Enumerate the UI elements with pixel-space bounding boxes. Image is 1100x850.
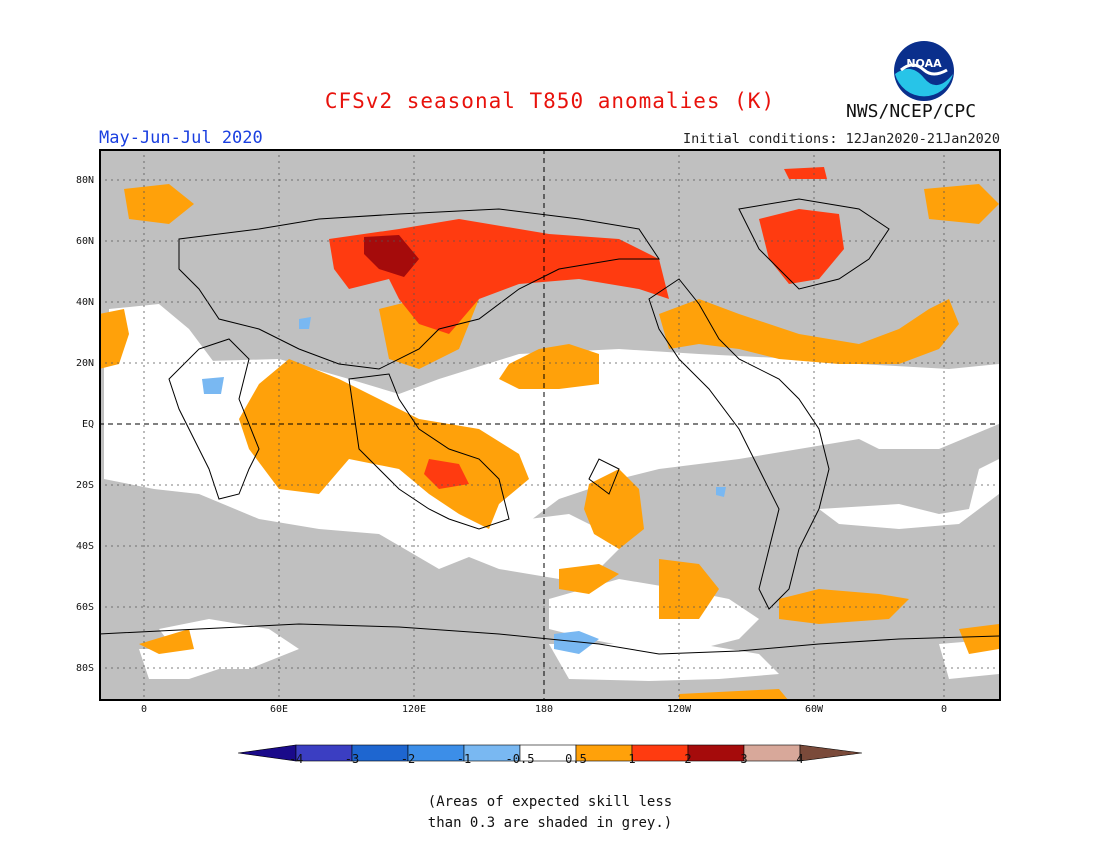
logo-lettering: NOAA bbox=[906, 57, 942, 70]
lat-label: 40S bbox=[75, 541, 94, 552]
lon-label: 120W bbox=[666, 704, 692, 715]
initial-conditions: Initial conditions: 12Jan2020-21Jan2020 bbox=[683, 131, 1000, 147]
colorbar-tick-label: -0.5 bbox=[505, 752, 535, 766]
lon-label: 0 bbox=[940, 704, 948, 715]
map-title: CFSv2 seasonal T850 anomalies (K) bbox=[324, 89, 776, 113]
lon-label: 180 bbox=[534, 704, 554, 715]
lon-label: 0 bbox=[140, 704, 148, 715]
colorbar-tick-label: -3 bbox=[344, 752, 360, 766]
colorbar-tick-label: 2 bbox=[684, 752, 692, 766]
lat-label: 60S bbox=[75, 602, 94, 613]
org-label: NWS/NCEP/CPC bbox=[846, 101, 977, 122]
lat-label: 40N bbox=[75, 297, 94, 308]
colorbar-tick-label: 3 bbox=[740, 752, 748, 766]
colorbar-tick-label: -4 bbox=[288, 752, 304, 766]
gridlines bbox=[99, 149, 1001, 701]
skill-note-line2: than 0.3 are shaded in grey.) bbox=[427, 815, 673, 831]
colorbar-tick-label: 0.5 bbox=[565, 752, 587, 766]
noaa-logo: NOAA bbox=[894, 41, 954, 101]
anomaly-2-3-regions bbox=[364, 235, 419, 277]
colorbar bbox=[238, 744, 862, 762]
lon-label: 60E bbox=[269, 704, 289, 715]
lon-label: 120E bbox=[401, 704, 427, 715]
anomaly-map bbox=[99, 149, 1001, 701]
colorbar-tick-label: -2 bbox=[400, 752, 416, 766]
skill-note: (Areas of expected skill less than 0.3 a… bbox=[0, 792, 1100, 834]
colorbar-max-arrow bbox=[799, 744, 862, 762]
reference-lines bbox=[99, 149, 1001, 701]
anomaly-negative-regions bbox=[202, 317, 726, 654]
skill-note-line1: (Areas of expected skill less bbox=[427, 794, 673, 810]
coastlines bbox=[99, 198, 1000, 655]
lat-label: 60N bbox=[75, 236, 94, 247]
map-frame bbox=[99, 149, 1001, 701]
colorbar-tick-label: 4 bbox=[796, 752, 804, 766]
colorbar-tick-label: -1 bbox=[456, 752, 472, 766]
lat-label: EQ bbox=[81, 419, 94, 430]
colorbar-tick-label: 1 bbox=[628, 752, 636, 766]
forecast-period: May-Jun-Jul 2020 bbox=[99, 128, 263, 148]
lat-label: 20N bbox=[75, 358, 94, 369]
lon-label: 60W bbox=[804, 704, 824, 715]
lat-label: 20S bbox=[75, 480, 94, 491]
lat-label: 80S bbox=[75, 663, 94, 674]
lat-label: 80N bbox=[75, 175, 94, 186]
